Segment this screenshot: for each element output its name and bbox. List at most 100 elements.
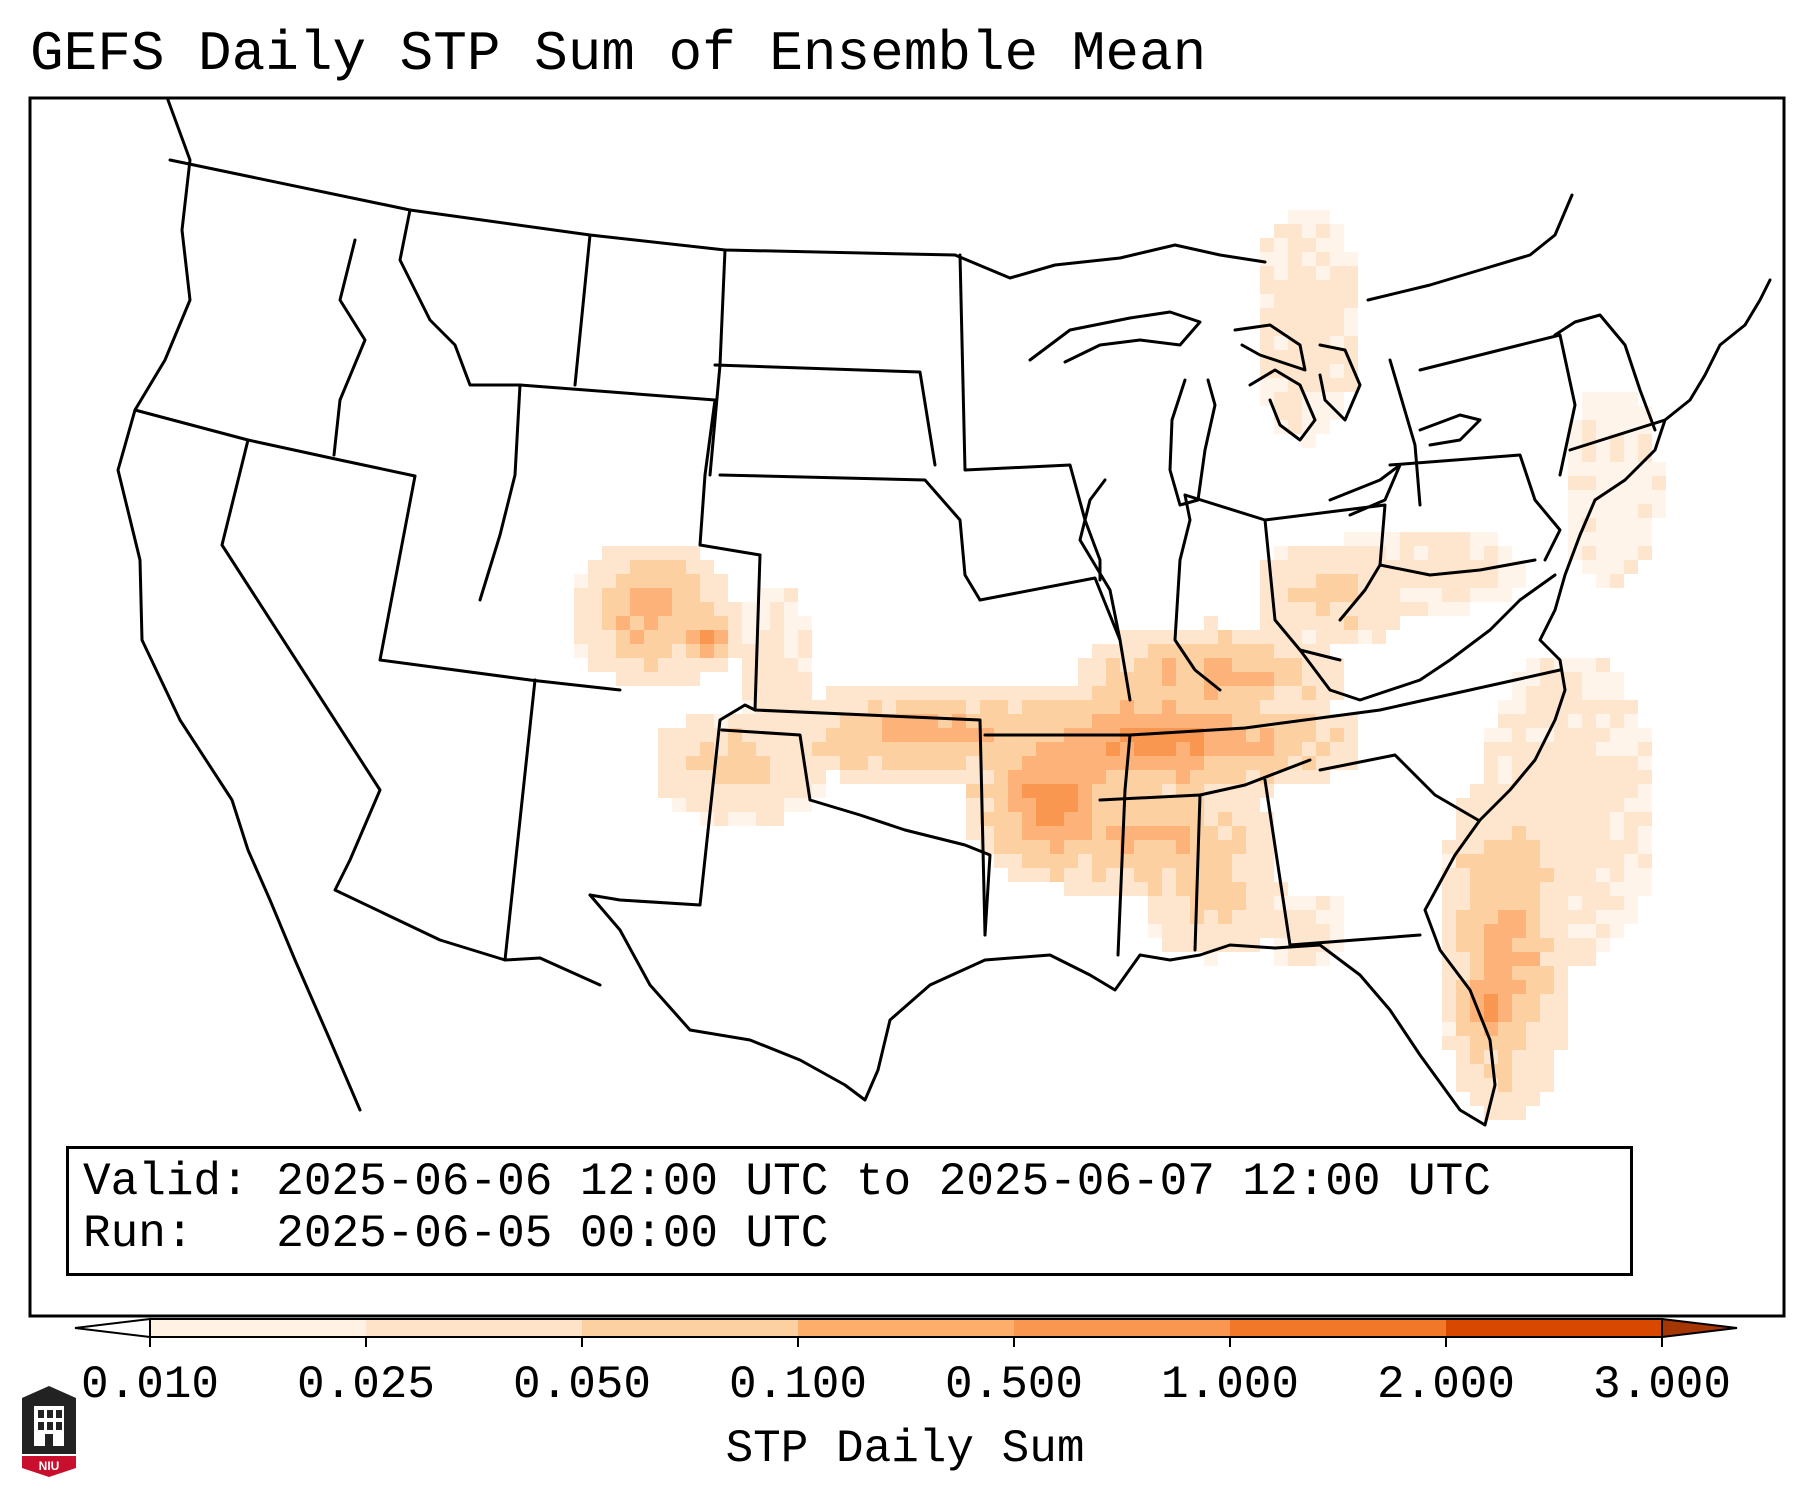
stp-cell	[1092, 812, 1106, 826]
stp-cell	[1456, 994, 1470, 1008]
stp-cell	[1344, 546, 1358, 560]
stp-cell	[1400, 588, 1414, 602]
stp-cell	[1064, 770, 1078, 784]
stp-cell	[1092, 840, 1106, 854]
stp-cell	[1162, 924, 1176, 938]
stp-cell	[1036, 770, 1050, 784]
stp-cell	[1470, 966, 1484, 980]
stp-cell	[924, 686, 938, 700]
stp-cell	[1442, 840, 1456, 854]
stp-cell	[1078, 714, 1092, 728]
stp-cell	[1582, 546, 1596, 560]
stp-cell	[1638, 476, 1652, 490]
stp-cell	[966, 686, 980, 700]
stp-cell	[1148, 910, 1162, 924]
stp-cell	[1414, 602, 1428, 616]
stp-cell	[1456, 1064, 1470, 1078]
stp-cell	[1288, 728, 1302, 742]
stp-cell	[1050, 770, 1064, 784]
stp-cell	[1092, 868, 1106, 882]
stp-cell	[1092, 672, 1106, 686]
valid-label: Valid:	[83, 1156, 249, 1208]
stp-cell	[1036, 784, 1050, 798]
stp-cell	[840, 700, 854, 714]
stp-cell	[616, 588, 630, 602]
stp-cell	[1106, 756, 1120, 770]
stp-cell	[630, 560, 644, 574]
stp-cell	[1288, 252, 1302, 266]
stp-cell	[1330, 742, 1344, 756]
stp-cell	[938, 728, 952, 742]
stp-cell	[1568, 938, 1582, 952]
stp-cell	[1246, 896, 1260, 910]
stp-cell	[1596, 504, 1610, 518]
stp-cell	[1526, 966, 1540, 980]
stp-cell	[1582, 476, 1596, 490]
run-value: 2025-06-05 00:00 UTC	[276, 1208, 829, 1260]
logo-text: NIU	[39, 1459, 60, 1473]
stp-cell	[728, 770, 742, 784]
stp-cell	[770, 812, 784, 826]
stp-cell	[1344, 560, 1358, 574]
stp-cell	[1512, 994, 1526, 1008]
stp-cell	[1148, 770, 1162, 784]
stp-cell	[1274, 336, 1288, 350]
stp-cell	[1064, 714, 1078, 728]
stp-cell	[742, 658, 756, 672]
stp-cell	[1582, 742, 1596, 756]
stp-cell	[1512, 924, 1526, 938]
stp-cell	[1568, 700, 1582, 714]
stp-cell	[896, 728, 910, 742]
stp-cell	[798, 658, 812, 672]
stp-cell	[1274, 952, 1288, 966]
stp-cell	[1274, 700, 1288, 714]
stp-cell	[1540, 1078, 1554, 1092]
stp-cell	[672, 672, 686, 686]
stp-cell	[952, 686, 966, 700]
stp-cell	[1190, 812, 1204, 826]
stp-cell	[1344, 252, 1358, 266]
stp-cell	[1540, 980, 1554, 994]
stp-cell	[1484, 546, 1498, 560]
stp-cell	[1036, 826, 1050, 840]
stp-cell	[1288, 392, 1302, 406]
stp-cell	[1022, 756, 1036, 770]
stp-cell	[882, 756, 896, 770]
stp-cell	[840, 742, 854, 756]
stp-cell	[1596, 686, 1610, 700]
stp-cell	[1498, 770, 1512, 784]
stp-cell	[1470, 546, 1484, 560]
stp-cell	[1204, 938, 1218, 952]
stp-cell	[1008, 742, 1022, 756]
stp-cell	[602, 658, 616, 672]
colorbar-segment	[366, 1319, 583, 1337]
stp-cell	[1540, 784, 1554, 798]
stp-cell	[1456, 882, 1470, 896]
stp-cell	[1148, 798, 1162, 812]
stp-cell	[1134, 840, 1148, 854]
stp-cell	[1372, 546, 1386, 560]
colorbar-extend-low	[74, 1317, 151, 1339]
state-boundaries	[116, 98, 1772, 1127]
stp-cell	[868, 756, 882, 770]
stp-cell	[1008, 868, 1022, 882]
stp-cell	[784, 644, 798, 658]
stp-cell	[896, 686, 910, 700]
stp-cell	[1064, 812, 1078, 826]
stp-cell	[1162, 798, 1176, 812]
stp-cell	[1330, 560, 1344, 574]
stp-cell	[1610, 868, 1624, 882]
stp-cell	[854, 686, 868, 700]
stp-cell	[1582, 448, 1596, 462]
stp-cell	[1582, 798, 1596, 812]
stp-cell	[1232, 910, 1246, 924]
stp-cell	[1638, 756, 1652, 770]
stp-cell	[1176, 896, 1190, 910]
stp-cell	[1638, 434, 1652, 448]
stp-cell	[1358, 560, 1372, 574]
stp-cell	[1456, 532, 1470, 546]
stp-cell	[1134, 742, 1148, 756]
stp-cell	[784, 672, 798, 686]
stp-cell	[1022, 686, 1036, 700]
stp-cell	[756, 616, 770, 630]
